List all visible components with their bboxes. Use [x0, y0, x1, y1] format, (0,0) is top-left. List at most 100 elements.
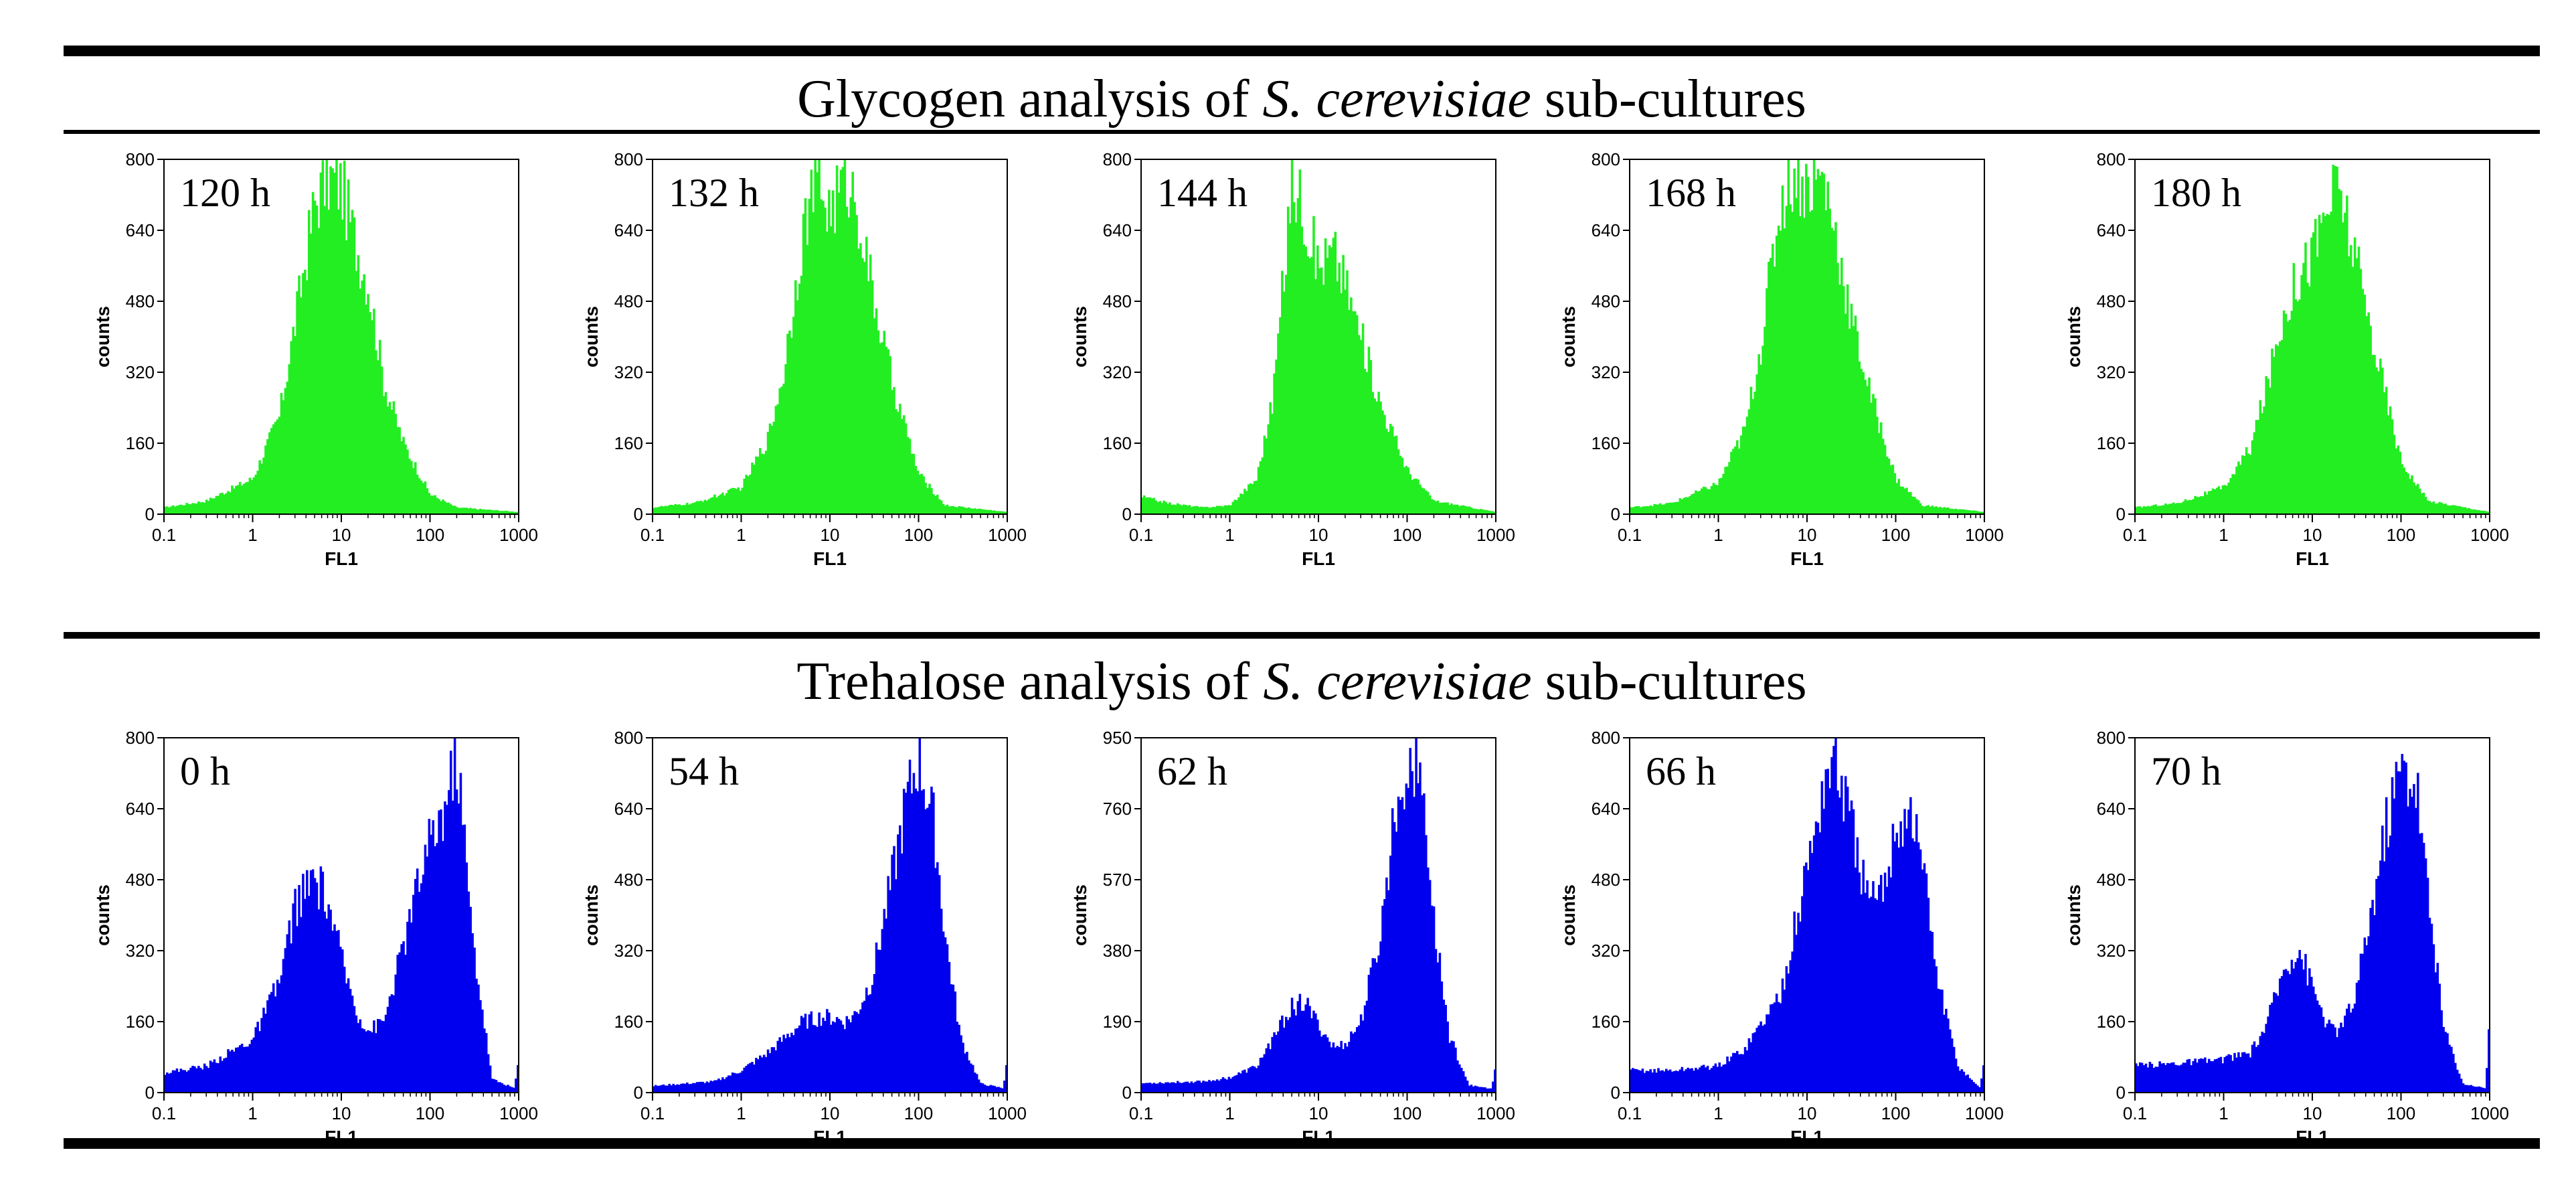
- y-tick-label: 640: [614, 220, 643, 240]
- histogram-bin: [2273, 357, 2276, 514]
- histogram-bin: [1393, 436, 1396, 514]
- histogram-bin: [741, 1071, 744, 1093]
- histogram-bin: [1225, 505, 1229, 514]
- histogram-bin: [875, 308, 878, 514]
- histogram-bin: [2442, 503, 2445, 514]
- histogram-bin: [1492, 511, 1494, 514]
- histogram-bin: [1320, 1036, 1323, 1093]
- histogram-bin: [1239, 493, 1242, 514]
- histogram-bin: [264, 1014, 267, 1093]
- histogram-bin: [682, 1083, 685, 1093]
- histogram-bin: [715, 497, 718, 514]
- x-axis-label: FL1: [1302, 548, 1335, 569]
- histogram-bin: [705, 1081, 709, 1093]
- histogram-bin: [382, 1021, 385, 1093]
- trehalose-section-title: Trehalose analysis of S. cerevisiae sub-…: [64, 655, 2540, 708]
- histogram-bin: [2472, 1086, 2475, 1093]
- histogram-bin: [2424, 497, 2427, 514]
- histogram-bin: [877, 949, 880, 1093]
- histogram-bin: [1415, 738, 1418, 1093]
- histogram-bin: [1259, 1058, 1262, 1093]
- histogram-bin: [893, 387, 895, 514]
- y-tick-label: 320: [1592, 941, 1620, 961]
- histogram-bin: [942, 503, 945, 514]
- histogram-bin: [1184, 505, 1187, 514]
- histogram-bin: [2302, 262, 2305, 514]
- histogram-bin: [1426, 491, 1430, 514]
- histogram-bins: [164, 159, 519, 515]
- histogram-bin: [242, 1046, 246, 1093]
- histogram-bin: [883, 331, 886, 514]
- histogram-bin: [1381, 410, 1384, 514]
- histogram-bin: [274, 422, 277, 514]
- histogram-bin: [1454, 1047, 1457, 1093]
- histogram-bin: [841, 1024, 845, 1093]
- histogram-bin: [2288, 974, 2292, 1093]
- histogram-bin: [1316, 245, 1319, 514]
- histogram-bin: [2310, 237, 2313, 514]
- histogram-bin: [487, 1054, 490, 1093]
- y-tick-label: 0: [1122, 504, 1132, 524]
- histogram-bin: [867, 281, 870, 514]
- histogram-bin: [678, 504, 681, 514]
- histogram-bin: [440, 809, 442, 1093]
- histogram-bin: [1858, 872, 1861, 1093]
- histogram-bin: [1909, 491, 1912, 514]
- histogram-bin: [1710, 485, 1713, 514]
- histogram-bins: [653, 738, 1008, 1093]
- histogram-bin: [2278, 341, 2282, 514]
- x-tick-label: 10: [1798, 1103, 1817, 1123]
- histogram-bin: [1937, 507, 1940, 514]
- y-tick-label: 0: [1611, 504, 1620, 524]
- histogram-bin: [191, 503, 194, 514]
- histogram-bin: [891, 390, 893, 514]
- y-axis-label: counts: [1069, 884, 1090, 946]
- histogram-bin: [1964, 1075, 1968, 1093]
- histogram-bin: [1915, 499, 1918, 514]
- histogram-bin: [1947, 1018, 1950, 1093]
- histogram-bin: [1241, 1070, 1244, 1093]
- histogram-bin: [1409, 474, 1411, 514]
- timepoint-label: 66 h: [1646, 749, 1716, 793]
- histogram-bin: [964, 1053, 966, 1093]
- histogram-bin: [337, 209, 340, 514]
- histogram-bin: [1972, 1082, 1975, 1093]
- histogram-bin: [315, 882, 319, 1093]
- histogram-bin: [816, 1026, 819, 1093]
- histogram-bin: [1899, 486, 1902, 514]
- histogram-bin: [1701, 488, 1703, 514]
- histogram-bin: [1173, 1082, 1175, 1093]
- x-tick-label: 1000: [988, 525, 1027, 545]
- histogram-bin: [2444, 1032, 2447, 1093]
- x-tick-label: 0.1: [1618, 1103, 1642, 1123]
- histogram-bin: [2438, 501, 2441, 514]
- histogram-bin: [1772, 1004, 1774, 1093]
- timepoint-label: 144 h: [1157, 171, 1248, 215]
- timepoint-label: 132 h: [669, 171, 759, 215]
- histogram-bin: [2207, 491, 2211, 514]
- histogram-bin: [388, 996, 392, 1093]
- y-tick-label: 320: [1103, 362, 1132, 382]
- histogram-bin: [205, 499, 208, 514]
- histogram-bin: [339, 947, 342, 1093]
- y-tick-label: 320: [2097, 941, 2126, 961]
- histogram-bin: [1830, 757, 1833, 1093]
- histogram-bin: [207, 1068, 210, 1093]
- histogram-bin: [2353, 237, 2356, 514]
- histogram-bin: [2369, 908, 2372, 1093]
- histogram-bin: [1954, 508, 1958, 514]
- histogram-bin: [1745, 1050, 1749, 1093]
- histogram-bin: [394, 974, 398, 1093]
- histogram-bin: [359, 1019, 362, 1093]
- x-tick-label: 100: [416, 525, 444, 545]
- histogram-bin: [1630, 507, 1632, 514]
- histogram-bin: [1263, 435, 1266, 514]
- histogram-bin: [1476, 1086, 1479, 1093]
- histogram-bin: [2324, 1027, 2327, 1093]
- histogram-bin: [1284, 274, 1288, 514]
- histogram-bin: [2288, 319, 2292, 514]
- histogram-bin: [830, 226, 833, 514]
- histogram-bin: [422, 483, 425, 514]
- histogram-bin: [656, 507, 659, 514]
